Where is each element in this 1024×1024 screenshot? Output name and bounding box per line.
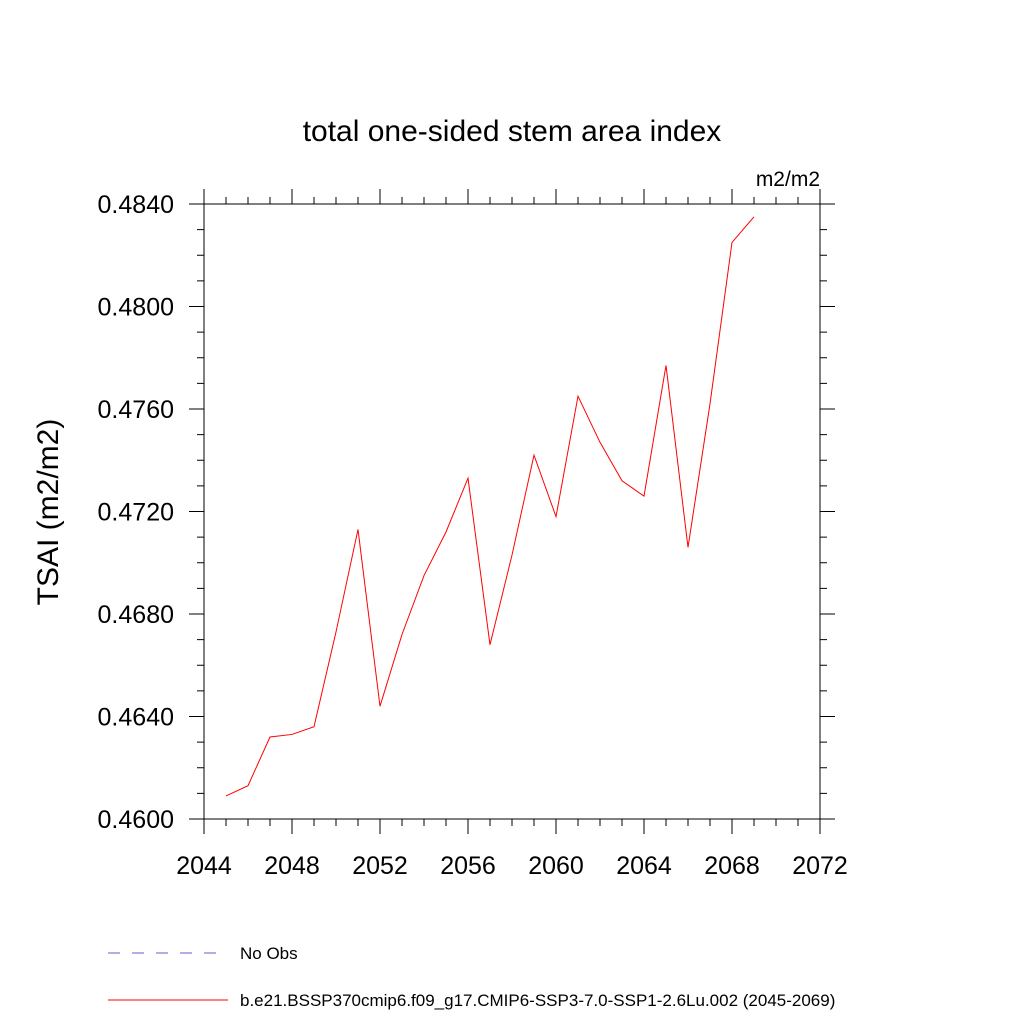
data-point — [710, 403, 711, 404]
data-point — [556, 516, 557, 517]
data-point — [578, 396, 579, 397]
data-point — [358, 529, 359, 530]
data-point — [292, 734, 293, 735]
x-tick-label: 2048 — [264, 852, 320, 880]
data-point — [446, 532, 447, 533]
series-layer — [225, 216, 755, 797]
data-point — [424, 575, 425, 576]
plot-frame — [203, 203, 821, 820]
x-tick-label: 2056 — [440, 852, 496, 880]
data-point — [490, 644, 491, 645]
x-tick-label: 2068 — [704, 852, 760, 880]
y-tick-label: 0.4760 — [98, 396, 174, 424]
data-point — [666, 365, 667, 366]
legend: No Obs b.e21.BSSP370cmip6.f09_g17.CMIP6-S… — [108, 944, 835, 1010]
y-tick-label: 0.4600 — [98, 806, 174, 834]
data-point — [248, 785, 249, 786]
y-tick-label: 0.4800 — [98, 294, 174, 322]
data-point — [314, 726, 315, 727]
y-axis-label: TSAI (m2/m2) — [32, 419, 65, 606]
data-point — [512, 555, 513, 556]
chart-title: total one-sided stem area index — [303, 115, 722, 148]
y-tick-label: 0.4720 — [98, 499, 174, 527]
data-point — [688, 547, 689, 548]
data-point — [226, 795, 227, 796]
data-point — [270, 737, 271, 738]
x-tick-label: 2072 — [792, 852, 848, 880]
legend-label: No Obs — [240, 944, 298, 963]
x-tick-label: 2044 — [176, 852, 232, 880]
data-point — [380, 706, 381, 707]
data-point — [402, 634, 403, 635]
x-tick-label: 2052 — [352, 852, 408, 880]
x-tick-label: 2064 — [616, 852, 672, 880]
x-tick-label: 2060 — [528, 852, 584, 880]
y-tick-label: 0.4840 — [98, 191, 174, 219]
y-tick-label: 0.4680 — [98, 601, 174, 629]
legend-label: b.e21.BSSP370cmip6.f09_g17.CMIP6-SSP3-7.… — [240, 991, 835, 1010]
data-point — [732, 242, 733, 243]
series-line — [225, 216, 755, 797]
data-point — [468, 478, 469, 479]
data-point — [600, 442, 601, 443]
y-tick-label: 0.4640 — [98, 704, 174, 732]
data-point — [622, 480, 623, 481]
data-point — [644, 496, 645, 497]
data-point — [534, 455, 535, 456]
ticks-layer: 2044 2048 2052 2056 2060 2064 2068 2072 0.4600 0.… — [98, 189, 848, 880]
data-point — [336, 631, 337, 632]
units-label: m2/m2 — [756, 168, 820, 191]
data-point — [754, 216, 755, 217]
